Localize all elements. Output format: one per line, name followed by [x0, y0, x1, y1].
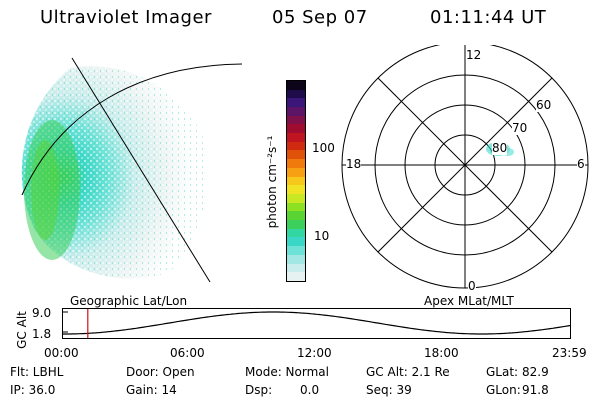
colorbar-segment	[287, 89, 305, 99]
colorbar-segment	[287, 115, 305, 125]
altitude-plot-frame	[62, 308, 571, 339]
colorbar-segment	[287, 98, 305, 107]
lat-lon-grid	[21, 57, 243, 283]
colorbar-segment	[287, 106, 305, 116]
mlat-label-60: 60	[536, 98, 552, 112]
date-label: 05 Sep 07	[272, 7, 368, 28]
colorbar-segment	[287, 150, 305, 160]
gc-alt-readout: GC Alt: 2.1 Re	[366, 365, 450, 379]
glat-value: 82.9	[522, 365, 549, 379]
instrument-title: Ultraviolet Imager	[40, 7, 212, 28]
time-tick-0000: 00:00	[44, 346, 79, 360]
ip-readout: IP: 36.0	[10, 383, 56, 397]
apex-panel-label: Apex MLat/MLT	[424, 294, 514, 308]
altitude-curve	[62, 311, 571, 335]
glat-label: GLat:	[486, 365, 519, 379]
altitude-ytick-max: 9.0	[32, 306, 52, 320]
colorbar-segment	[287, 141, 305, 151]
colorbar-tick-10: 10	[314, 229, 330, 243]
geographic-image-panel	[21, 57, 243, 283]
altitude-ytick-min: 1.8	[32, 327, 52, 341]
colorbar-segment	[287, 81, 305, 90]
time-tick-1200: 12:00	[297, 346, 332, 360]
altitude-ylabel: GC Alt	[15, 311, 29, 349]
colorbar-segment	[287, 124, 305, 134]
colorbar-segment	[287, 272, 305, 281]
mlt-label-12: 12	[466, 48, 482, 62]
door-readout: Door: Open	[126, 365, 195, 379]
time-tick-0600: 06:00	[170, 346, 205, 360]
colorbar-segment	[287, 185, 305, 194]
time-label: 01:11:44 UT	[430, 7, 547, 28]
earth-disk	[21, 66, 209, 279]
gain-readout: Gain: 14	[126, 383, 177, 397]
mlt-label-18: 18	[346, 157, 362, 171]
colorbar-segment	[287, 167, 305, 177]
dsp-value: 0.0	[300, 383, 320, 397]
colorbar-segment	[287, 159, 305, 168]
dsp-label: Dsp:	[245, 383, 273, 397]
mlat-label-80: 80	[492, 141, 508, 155]
colorbar-segment	[287, 220, 305, 229]
glon-value: 91.8	[522, 383, 549, 397]
colorbar-segment	[287, 211, 305, 221]
colorbar-segment	[287, 254, 305, 264]
apex-polar-plot	[341, 45, 589, 289]
mlt-label-0: 0	[468, 279, 476, 293]
time-tick-2359: 23:59	[552, 346, 587, 360]
colorbar-segment	[287, 263, 305, 273]
glon-label: GLon:	[486, 383, 521, 397]
colorbar-segment	[287, 133, 305, 142]
altitude-plot	[62, 308, 571, 339]
filter-readout: Flt: LBHL	[10, 365, 64, 379]
colorbar-segment	[287, 176, 305, 186]
colorbar-label: photon cm⁻²s⁻¹	[265, 135, 279, 229]
mode-readout: Mode: Normal	[245, 365, 329, 379]
colorbar-segment	[287, 237, 305, 247]
seq-readout: Seq: 39	[366, 383, 412, 397]
mlt-label-6: 6	[577, 157, 585, 171]
mlat-label-70: 70	[512, 121, 528, 135]
colorbar-segment	[287, 202, 305, 212]
geographic-panel-label: Geographic Lat/Lon	[70, 294, 188, 308]
colorbar	[286, 80, 306, 282]
time-tick-1800: 18:00	[424, 346, 459, 360]
colorbar-segment	[287, 193, 305, 203]
colorbar-segment	[287, 246, 305, 255]
colorbar-segment	[287, 228, 305, 238]
colorbar-tick-100: 100	[312, 141, 335, 155]
polar-diagonal-2	[377, 77, 553, 253]
